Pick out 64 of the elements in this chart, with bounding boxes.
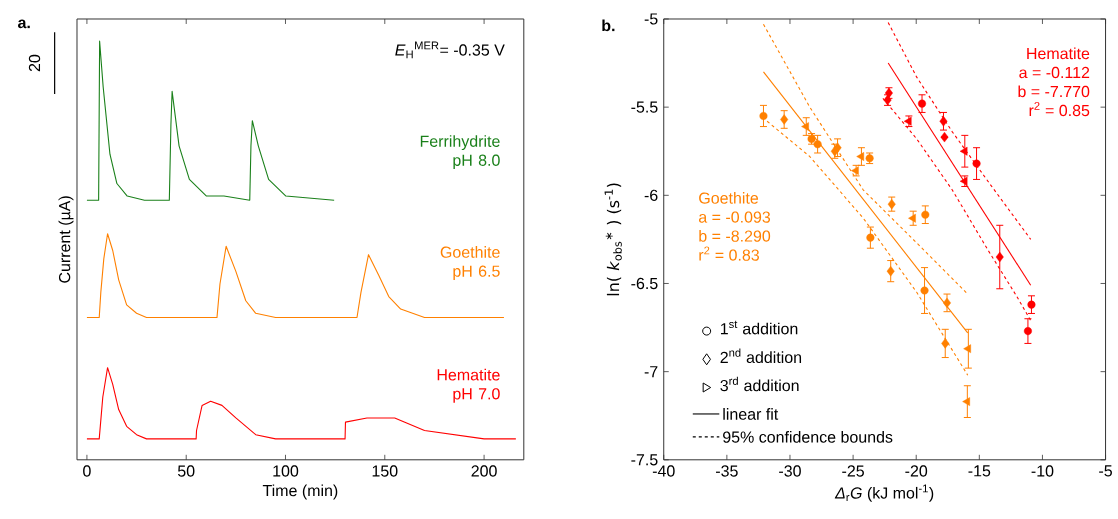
point	[886, 266, 895, 277]
point	[1027, 300, 1036, 309]
point	[963, 344, 971, 354]
point	[801, 122, 809, 132]
annotation: 3$^{rd}$ addition	[720, 376, 799, 392]
y-tick-label: -5	[644, 13, 658, 25]
point	[856, 152, 865, 161]
point	[920, 286, 929, 295]
annotation: Goethite	[699, 192, 759, 204]
text: Goethite pH 6.5	[440, 246, 500, 281]
x-axis-title: Δ$_{r}$G (kJ mol$^{-1}$)	[834, 484, 934, 502]
point	[759, 112, 768, 121]
chart-title: a.	[18, 19, 30, 29]
y-tick-label: -5.5	[631, 101, 658, 113]
point	[972, 159, 981, 168]
point	[941, 338, 950, 349]
point	[780, 114, 789, 125]
x-tick-label: -25	[842, 465, 864, 477]
x-tick-label: -20	[905, 465, 928, 477]
point	[995, 251, 1004, 263]
point	[959, 146, 968, 156]
y-tick-label: -6	[644, 189, 658, 202]
x-tick-label: 150	[372, 465, 398, 477]
x-tick-label: 0	[83, 465, 91, 477]
annotation: b = -7.770	[1018, 85, 1090, 98]
point	[962, 397, 970, 407]
annotation: a = -0.112	[1019, 66, 1090, 79]
chart-title: b.	[602, 19, 615, 32]
text: 20	[28, 54, 41, 72]
x-tick-label: 100	[273, 465, 299, 477]
series-label: Hematite pH 7.0	[437, 368, 500, 403]
point	[908, 213, 916, 223]
annotation: E$_{H}$$^{MER}$= -0.35 V	[395, 41, 505, 59]
annotation: 1$^{st}$ addition	[720, 320, 798, 335]
annotation: r$^{2}$ = 0.83	[699, 246, 759, 261]
y-axis-title: ln( k$_{obs}$$^{∗}$ ) (s$^{-1}$)	[604, 183, 622, 296]
annotation: linear fit	[723, 408, 779, 420]
point	[866, 233, 875, 242]
x-tick-label: -10	[1031, 465, 1054, 477]
annotation: b = -8.290	[699, 230, 771, 242]
point	[918, 99, 927, 108]
point	[1023, 327, 1032, 336]
annotation: a = -0.093	[698, 211, 771, 223]
point	[939, 116, 948, 127]
point	[921, 210, 930, 219]
x-tick-label: -40	[652, 465, 675, 477]
x-tick-label: -15	[968, 465, 991, 477]
y-tick-label: -6.5	[631, 277, 658, 290]
text: Ferrihydrite pH 8.0	[420, 135, 500, 170]
annotation: Hematite	[1027, 47, 1090, 60]
x-tick-label: 50	[177, 465, 195, 477]
x-tick-label: -35	[716, 465, 738, 477]
x-tick-label: -30	[779, 465, 801, 477]
x-tick-label: 200	[471, 465, 497, 477]
annotation: 95% confidence bounds	[723, 431, 893, 443]
y-tick-label: -7.5	[631, 454, 658, 466]
annotation: r$^{2}$ = 0.85	[1029, 102, 1090, 117]
y-axis-title: Current (µA)	[58, 196, 74, 283]
y-tick-label: -7	[644, 366, 658, 378]
point	[940, 132, 949, 143]
x-tick-label: -5	[1099, 465, 1112, 477]
annotation: 2$^{nd}$ addition	[720, 348, 802, 364]
x-axis-title: Time (min)	[262, 484, 338, 500]
point	[887, 199, 896, 210]
